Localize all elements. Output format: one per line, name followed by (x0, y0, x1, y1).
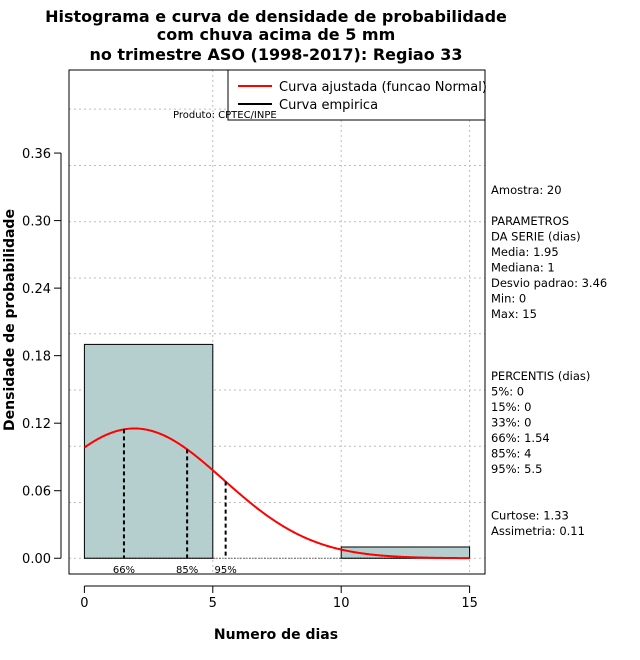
chart-title-line-3: no trimestre ASO (1998-2017): Regiao 33 (89, 45, 462, 64)
histogram-bars (83, 343, 471, 559)
statistics-line: Assimetria: 0.11 (491, 524, 585, 538)
x-tick-label: 10 (333, 596, 350, 611)
percentile-label: 85% (176, 565, 198, 576)
y-tick-label: 0.24 (22, 282, 51, 297)
fitted-curve-layer (83, 427, 470, 560)
x-axis: 0 5 10 15 (80, 585, 478, 611)
statistics-line: Max: 15 (491, 307, 537, 321)
statistics-line: Min: 0 (491, 292, 526, 306)
legend-label-fitted: Curva ajustada (funcao Normal) (279, 80, 487, 95)
y-tick-label: 0.06 (22, 485, 51, 500)
percentile-label: 95% (215, 565, 237, 576)
statistics-line: PARAMETROS (491, 214, 569, 228)
product-annotation: Produto: CPTEC/INPE (173, 110, 277, 121)
statistics-line: 5%: 0 (491, 385, 524, 399)
statistics-line: 66%: 1.54 (491, 431, 550, 445)
statistics-line: 33%: 0 (491, 416, 531, 430)
y-tick-label: 0.12 (22, 417, 51, 432)
x-axis-label: Numero de dias (214, 627, 338, 643)
statistics-line: Curtose: 1.33 (491, 509, 569, 523)
y-axis-label: Densidade de probabilidade (2, 209, 18, 431)
chart-title: Histograma e curva de densidade de proba… (45, 7, 507, 64)
statistics-line: Media: 1.95 (491, 245, 559, 259)
statistics-line: DA SERIE (dias) (491, 230, 581, 244)
statistics-line: 95%: 5.5 (491, 462, 542, 476)
statistics-line: Mediana: 1 (491, 261, 555, 275)
y-tick-label: 0.36 (22, 147, 51, 162)
percentile-lines: 66% 85% 95% (113, 429, 237, 576)
statistics-line: PERCENTIS (dias) (491, 369, 590, 383)
statistics-line: Amostra: 20 (491, 183, 562, 197)
statistics-line: 15%: 0 (491, 400, 531, 414)
percentile-label: 66% (113, 565, 135, 576)
statistics-panel: Amostra: 20 PARAMETROS DA SERIE (dias) Me… (491, 183, 607, 538)
legend: Curva ajustada (funcao Normal) Curva emp… (227, 69, 487, 121)
x-tick-label: 0 (80, 596, 88, 611)
fitted-normal-curve (83, 427, 470, 560)
x-tick-label: 15 (461, 596, 478, 611)
histogram-bar (340, 546, 471, 559)
y-tick-label: 0.00 (22, 552, 51, 567)
statistics-line: Desvio padrao: 3.46 (491, 276, 607, 290)
y-axis: 0.00 0.06 0.12 0.18 0.24 0.30 0.36 (22, 147, 62, 567)
x-tick-label: 5 (209, 596, 217, 611)
legend-box (227, 69, 486, 121)
histogram-bar (83, 343, 214, 559)
y-tick-label: 0.30 (22, 215, 51, 230)
chart-title-line-2: com chuva acima de 5 mm (157, 25, 396, 44)
legend-label-empirical: Curva empirica (279, 98, 378, 113)
chart-title-line-1: Histograma e curva de densidade de proba… (45, 7, 507, 26)
y-tick-label: 0.18 (22, 350, 51, 365)
statistics-line: 85%: 4 (491, 447, 531, 461)
